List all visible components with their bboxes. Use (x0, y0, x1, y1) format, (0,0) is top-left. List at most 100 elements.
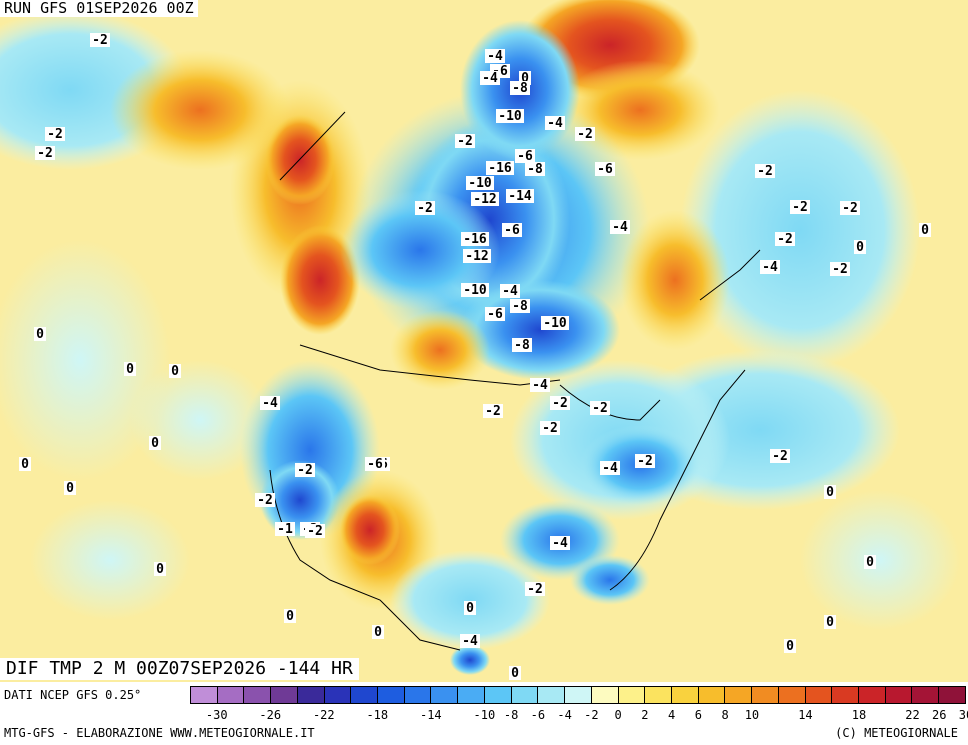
scale-swatch (645, 687, 672, 703)
scale-swatch (939, 687, 965, 703)
scale-swatch (458, 687, 485, 703)
value-label: -2 (590, 401, 610, 416)
value-label: 0 (34, 327, 46, 342)
scale-swatch (725, 687, 753, 703)
svg-text:-4: -4 (462, 634, 478, 649)
scale-swatch (885, 687, 913, 703)
svg-text:-2: -2 (772, 449, 788, 464)
scale-swatch (698, 687, 726, 703)
svg-text:0: 0 (126, 362, 134, 377)
svg-text:-6: -6 (487, 307, 503, 322)
scale-swatch (404, 687, 432, 703)
scale-swatch (378, 687, 405, 703)
svg-text:0: 0 (171, 364, 179, 379)
svg-text:-10: -10 (543, 316, 567, 331)
svg-text:-2: -2 (757, 164, 773, 179)
scale-swatch (511, 687, 539, 703)
svg-text:-16: -16 (463, 232, 487, 247)
value-label: -8 (510, 299, 530, 314)
footer: DATI NCEP GFS 0.25° -30 -26 -22 -18 -14 -10 -8… (0, 682, 968, 745)
value-label: -4 (485, 49, 505, 64)
scale-tick-label: 2 (641, 708, 649, 722)
scale-swatch (271, 687, 298, 703)
value-label: -2 (415, 201, 435, 216)
copyright-label: (C) METEOGIORNALE (835, 726, 958, 740)
svg-text:-4: -4 (547, 116, 563, 131)
svg-text:-12: -12 (465, 249, 488, 264)
scale-swatch (752, 687, 779, 703)
scale-tick-label: 14 (798, 708, 813, 722)
svg-text:0: 0 (21, 457, 29, 472)
value-label: -14 (506, 189, 534, 204)
value-label: -6 (365, 457, 385, 472)
svg-text:-4: -4 (532, 378, 548, 393)
value-label: -4 (460, 634, 480, 649)
svg-text:-2: -2 (457, 134, 473, 149)
value-label: 0 (169, 364, 181, 379)
scale-swatch (912, 687, 940, 703)
svg-text:-6: -6 (504, 223, 520, 238)
scale-swatch (671, 687, 699, 703)
value-label: -6 (595, 162, 615, 177)
svg-text:-4: -4 (612, 220, 628, 235)
svg-text:-2: -2 (592, 401, 608, 416)
svg-text:-6: -6 (597, 162, 613, 177)
scale-tick-label: -30 (205, 708, 228, 722)
value-label: -2 (550, 396, 570, 411)
value-label: -6 (515, 149, 535, 164)
svg-text:-4: -4 (487, 49, 503, 64)
value-label: 0 (854, 240, 866, 255)
svg-text:-2: -2 (257, 493, 273, 508)
run-label: RUN GFS 01SEP2026 00Z (0, 0, 198, 17)
value-label: 0 (154, 562, 166, 577)
scale-tick-label: 0 (614, 708, 622, 722)
svg-text:-14: -14 (508, 189, 532, 204)
svg-text:0: 0 (856, 240, 864, 255)
svg-text:-10: -10 (498, 109, 522, 124)
scale-swatch (618, 687, 646, 703)
svg-text:-12: -12 (473, 192, 496, 207)
value-label: -4 (260, 396, 280, 411)
svg-text:0: 0 (866, 555, 874, 570)
color-scale-bar (190, 686, 966, 704)
value-label: 0 (464, 601, 476, 616)
svg-text:-2: -2 (417, 201, 433, 216)
svg-text:-8: -8 (512, 299, 528, 314)
credits-label: MTG-GFS - ELABORAZIONE WWW.METEOGIORNALE… (4, 726, 315, 740)
value-label: 0 (784, 639, 796, 654)
value-label: -10 (541, 316, 569, 331)
value-label: -2 (455, 134, 475, 149)
svg-text:-6: -6 (517, 149, 533, 164)
svg-text:-4: -4 (762, 260, 778, 275)
value-label: 0 (824, 615, 836, 630)
value-label: 0 (284, 609, 296, 624)
scale-swatch (191, 687, 218, 703)
value-label: 0 (372, 625, 384, 640)
scale-tick-label: 4 (668, 708, 676, 722)
svg-text:-10: -10 (463, 283, 487, 298)
scale-swatch (565, 687, 592, 703)
scale-swatch (778, 687, 806, 703)
value-label: -2 (775, 232, 795, 247)
svg-text:-2: -2 (297, 463, 313, 478)
value-label: -2 (525, 582, 545, 597)
scale-tick-label: -10 (473, 708, 496, 722)
svg-text:-1: -1 (277, 522, 293, 537)
scale-tick-label: 6 (694, 708, 703, 722)
value-label: 0 (509, 666, 521, 681)
svg-text:-10: -10 (468, 176, 492, 191)
scale-tick-label: -22 (312, 708, 335, 722)
scale-swatch (484, 687, 512, 703)
svg-text:0: 0 (36, 327, 44, 342)
svg-text:-2: -2 (637, 454, 653, 469)
svg-text:-4: -4 (502, 284, 518, 299)
svg-text:0: 0 (786, 639, 794, 654)
scale-tick-label: -2 (584, 708, 599, 722)
value-label: 0 (64, 481, 76, 496)
value-label: -10 (466, 176, 494, 191)
svg-text:0: 0 (374, 625, 382, 640)
svg-text:-4: -4 (602, 461, 618, 476)
svg-text:0: 0 (466, 601, 474, 616)
value-label: -2 (45, 127, 65, 142)
product-label: DIF TMP 2 M 00Z07SEP2026 -144 HR (0, 658, 359, 680)
